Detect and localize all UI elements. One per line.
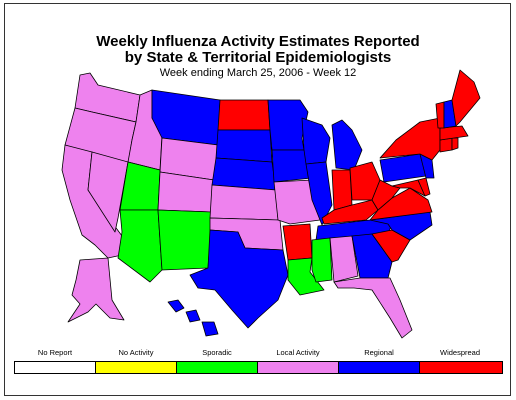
state-georgia [351,233,393,279]
state-new-mexico [157,209,213,271]
state-rhode-island [451,137,459,151]
legend-item-local: Local Activity [253,348,343,376]
state-pennsylvania [379,153,427,183]
state-indiana [331,169,353,211]
state-nevada [87,151,129,233]
state-nebraska [211,157,277,191]
state-new-york [379,117,441,161]
state-massachusetts [439,125,469,141]
state-kansas [209,184,279,221]
legend-swatch [95,361,179,374]
legend-item-regional: Regional [334,348,424,376]
map-subtitle: Week ending March 25, 2006 - Week 12 [159,67,357,79]
state-arkansas [282,223,313,261]
legend-item-no-activity: No Activity [91,348,181,376]
legend-swatch [419,361,503,374]
legend-item-widespread: Widespread [415,348,505,376]
state-minnesota [267,99,309,151]
legend-swatch [176,361,260,374]
state-maine [451,69,481,127]
state-florida [333,277,413,339]
legend-swatch [14,361,98,374]
state-alabama [329,235,359,283]
state-north-dakota [217,99,271,131]
legend-swatch [257,361,341,374]
map-title-line2: by State & Territorial Epidemiologists [124,49,392,66]
state-montana [151,89,221,146]
state-alaska [67,257,125,323]
state-texas [189,229,289,329]
map-title-line1: Weekly Influenza Activity Estimates Repo… [96,33,420,50]
state-michigan [331,119,363,171]
state-arizona [117,209,163,283]
state-wisconsin [301,117,331,165]
state-south-dakota [215,129,273,163]
state-hawaii [167,299,219,337]
legend-label: Sporadic [202,348,232,357]
state-maryland [391,179,426,197]
state-south-carolina [371,229,411,263]
state-mississippi [311,237,333,283]
legend-swatch [338,361,422,374]
legend-label: Regional [364,348,394,357]
legend-label: Local Activity [276,348,320,357]
state-missouri [273,179,321,225]
legend-item-sporadic: Sporadic [172,348,262,376]
legend-label: No Activity [118,348,154,357]
state-delaware [417,177,431,197]
legend-label: No Report [37,348,73,357]
legend-label: Widespread [439,348,481,357]
legend-item-no-report: No Report [10,348,100,376]
